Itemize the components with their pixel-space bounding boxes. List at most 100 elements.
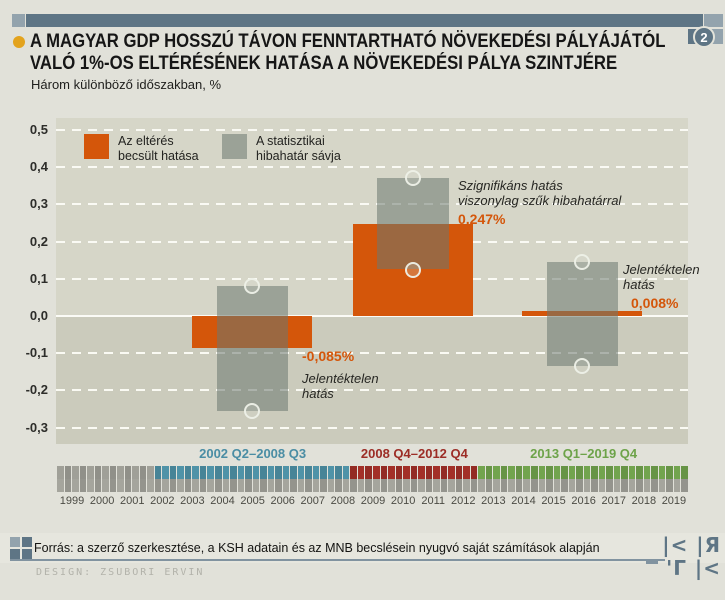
timeline-quarter-cell: [154, 479, 162, 492]
footer-grid-icon: [10, 549, 20, 559]
timeline-quarter-cell: [222, 479, 230, 492]
y-axis-tick-label: 0,2: [29, 233, 48, 249]
title-bullet-icon: [13, 36, 25, 48]
timeline-quarter-cell: [94, 479, 102, 492]
annotation: Jelentéktelen hatás 0,008%: [623, 262, 700, 311]
timeline-quarter-cell: [64, 466, 72, 479]
timeline-quarter-cell: [282, 479, 290, 492]
timeline-quarter-cell: [162, 466, 169, 479]
timeline-quarter-cell: [207, 466, 214, 479]
timeline-year-label: 2004: [210, 495, 235, 507]
y-axis-tick-label: 0,5: [29, 122, 48, 137]
timeline-quarter-cell: [117, 466, 124, 479]
header-bar-left-cap: [12, 14, 25, 27]
timeline-quarter-cell: [365, 479, 372, 492]
page-number-badge: 2: [693, 26, 715, 48]
timeline-quarter-cell: [673, 479, 681, 492]
timeline-quarter-cell: [440, 479, 448, 492]
annotation-line: Jelentéktelen: [302, 371, 379, 386]
timeline-quarter-cell: [305, 479, 312, 492]
timeline-year-label: 2006: [270, 495, 295, 507]
legend-swatch-effect: [84, 134, 109, 159]
timeline-quarter-cell: [109, 479, 117, 492]
timeline-quarter-cell: [515, 466, 523, 479]
timeline-quarter-cell: [531, 479, 538, 492]
timeline-quarter-cell: [117, 479, 124, 492]
timeline-quarter-cell: [591, 466, 598, 479]
timeline-year-label: 1999: [59, 495, 85, 507]
timeline-quarter-cell: [147, 479, 154, 492]
timeline-quarter-cell: [177, 479, 184, 492]
error-band: [216, 286, 288, 411]
period-label: 2013 Q1–2019 Q4: [530, 446, 638, 461]
timeline-quarter-cell: [658, 466, 666, 479]
timeline-quarter-cell: [275, 466, 282, 479]
timeline-quarter-cell: [455, 466, 463, 479]
timeline-quarter-cell: [380, 466, 388, 479]
timeline-quarter-cell: [613, 479, 621, 492]
timeline-quarter-cell: [538, 479, 546, 492]
timeline-quarter-cell: [154, 466, 162, 479]
gridline: [56, 203, 688, 206]
timeline-quarter-cell: [267, 466, 275, 479]
timeline-quarter-cell: [433, 479, 440, 492]
gridline: [56, 129, 688, 131]
timeline-quarter-cell: [553, 479, 561, 492]
timeline-quarter-cell: [350, 479, 357, 492]
timeline-quarter-cell: [470, 466, 478, 479]
timeline-quarter-cell: [199, 479, 207, 492]
legend-item-band: A statisztikai hibahatár sávja: [222, 134, 341, 164]
timeline-quarter-cell: [222, 466, 230, 479]
timeline-quarter-cell: [448, 479, 455, 492]
timeline-quarter-cell: [388, 466, 395, 479]
timeline-quarter-cell: [425, 479, 433, 492]
y-axis-tick-label: 0,1: [29, 270, 48, 286]
effect-value-label: 0,247%: [458, 211, 506, 227]
timeline-quarter-cell: [79, 479, 87, 492]
timeline-quarter-cell: [335, 466, 342, 479]
timeline-quarter-cell: [147, 466, 154, 479]
timeline-quarter-cell: [455, 479, 463, 492]
timeline-quarter-cell: [628, 479, 636, 492]
timeline-quarter-cell: [350, 466, 357, 479]
timeline-quarter-cell: [57, 479, 64, 492]
design-credit: DESIGN: ZSUBORI ERVIN: [36, 567, 205, 578]
page-subtitle: Három különböző időszakban, %: [31, 77, 222, 92]
timeline-quarter-cell: [508, 466, 515, 479]
legend-label-line: Az eltérés: [118, 134, 174, 148]
timeline-quarter-cell: [515, 479, 523, 492]
timeline-quarter-cell: [553, 466, 561, 479]
band-endpoint-marker-icon: [574, 254, 590, 271]
legend-label-effect: Az eltérés becsült hatása: [118, 134, 199, 164]
footer-grid-icon: [22, 549, 32, 559]
y-axis-tick-label: 0,3: [29, 196, 48, 212]
timeline-quarter-cell: [312, 479, 320, 492]
timeline-quarter-cell: [87, 479, 94, 492]
band-endpoint-marker-icon: [244, 278, 260, 295]
timeline-quarter-cell: [305, 466, 312, 479]
timeline-quarter-cell: [260, 479, 267, 492]
timeline-quarter-cell: [237, 479, 245, 492]
timeline-quarter-cell: [199, 466, 207, 479]
annotation-line: hatás: [623, 277, 655, 292]
krtk-logo-row-2: 'Γ |<: [666, 556, 721, 580]
timeline-quarter-cell: [651, 466, 658, 479]
effect-value-label: 0,008%: [631, 295, 679, 311]
timeline-quarter-cell: [290, 466, 297, 479]
timeline-quarter-cell: [169, 479, 177, 492]
timeline-quarter-cell: [132, 466, 139, 479]
timeline-year-label: 2014: [511, 495, 536, 507]
timeline-quarter-cell: [184, 466, 192, 479]
timeline-year-label: 2010: [390, 495, 416, 507]
timeline-quarter-cell: [666, 466, 673, 479]
error-band: [377, 178, 449, 270]
timeline-quarter-cell: [636, 479, 643, 492]
timeline-quarter-cell: [403, 479, 410, 492]
timeline-quarter-cell: [327, 479, 335, 492]
timeline-quarter-cell: [320, 479, 327, 492]
timeline-quarter-cell: [500, 466, 508, 479]
timeline-year-label: 2015: [541, 495, 566, 507]
timeline-quarter-cell: [576, 479, 583, 492]
timeline-quarter-cell: [388, 479, 395, 492]
timeline-quarter-cell: [643, 479, 651, 492]
